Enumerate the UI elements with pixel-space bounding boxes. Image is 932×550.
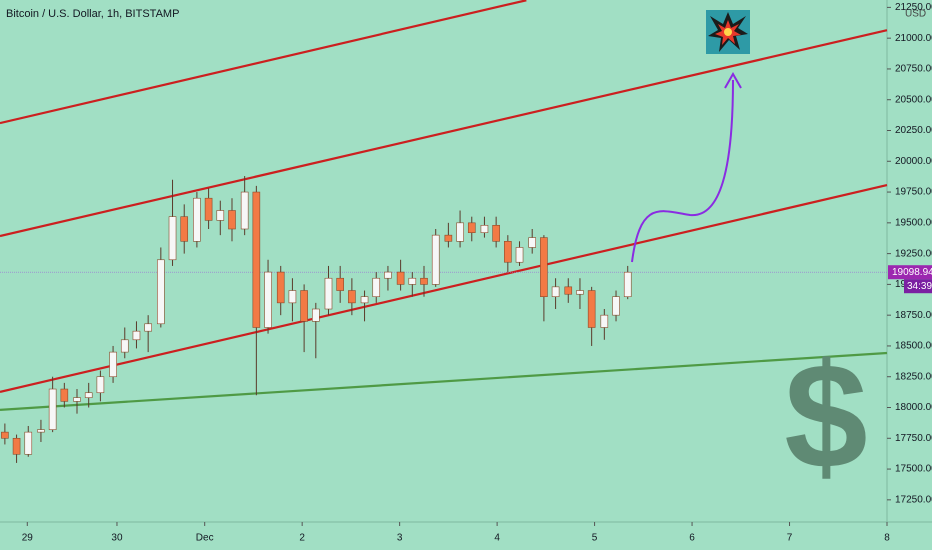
candle-body <box>372 277 381 298</box>
chart-title: Bitcoin / U.S. Dollar, 1h, BITSTAMP <box>6 8 179 20</box>
candle-body <box>612 296 620 316</box>
candle-body <box>456 222 464 242</box>
y-tick-label: 19750.00 <box>895 187 932 198</box>
y-tick-label: 21000.00 <box>895 33 932 44</box>
candle-body <box>576 290 584 295</box>
candle-body <box>551 286 560 298</box>
x-tick-label: 6 <box>689 533 695 544</box>
x-tick-label: 30 <box>111 533 123 544</box>
candle-body <box>240 191 249 230</box>
trend-line <box>0 351 888 411</box>
candle-body <box>504 241 512 263</box>
y-tick-label: 19250.00 <box>895 248 932 259</box>
y-tick-label: 19500.00 <box>895 217 932 228</box>
x-tick-label: Dec <box>196 533 214 544</box>
y-tick-label: 18750.00 <box>895 310 932 321</box>
trend-line <box>0 29 888 238</box>
candle-body <box>1 431 9 439</box>
candle-body <box>420 277 428 285</box>
y-tick-label: 18250.00 <box>895 371 932 382</box>
candle-body <box>60 388 69 402</box>
x-tick-label: 8 <box>884 533 890 544</box>
candle-body <box>216 210 225 221</box>
candle-body <box>312 308 320 322</box>
candle-body <box>276 271 285 304</box>
candle-body <box>193 197 201 242</box>
candle-body <box>515 247 524 263</box>
candle-body <box>384 271 392 279</box>
y-tick-label: 20750.00 <box>895 64 932 75</box>
candle-body <box>467 222 476 233</box>
candle-body <box>300 290 308 322</box>
x-tick-label: 3 <box>397 533 403 544</box>
candle-body <box>431 234 440 285</box>
countdown-box <box>904 279 932 294</box>
plot-area <box>0 0 888 463</box>
candle-body <box>348 290 356 304</box>
candle-body <box>73 397 81 402</box>
candle-body <box>204 197 213 221</box>
candle-body <box>336 277 344 291</box>
candle-body <box>528 237 537 248</box>
candle-body <box>623 271 632 298</box>
y-tick-label: 20500.00 <box>895 94 932 105</box>
price-label-box <box>888 265 932 280</box>
x-tick-label: 7 <box>787 533 793 544</box>
candle-body <box>180 216 189 242</box>
candle-body <box>24 431 33 455</box>
arrow-head <box>724 71 742 89</box>
dollar-sticker: $ <box>784 332 867 500</box>
y-tick-label: 17250.00 <box>895 494 932 505</box>
candle-body <box>480 224 489 233</box>
y-tick-label: 18500.00 <box>895 341 932 352</box>
candle-body <box>157 259 165 325</box>
candle-body <box>120 339 129 353</box>
candle-body <box>396 271 405 285</box>
candle-body <box>84 392 93 398</box>
y-tick-label: 20250.00 <box>895 125 932 136</box>
candle-body <box>492 224 500 242</box>
candle-body <box>324 277 333 310</box>
candle-body <box>264 271 272 328</box>
candle-body <box>408 277 417 285</box>
currency: USD <box>905 9 926 20</box>
candle-body <box>48 388 57 430</box>
candle-body <box>600 314 609 328</box>
candle-body <box>360 296 369 304</box>
y-tick-label: 18000.00 <box>895 402 932 413</box>
explosion-icon <box>706 10 750 54</box>
candle-body <box>132 330 141 341</box>
x-tick-label: 5 <box>592 533 598 544</box>
candle-body <box>12 437 21 455</box>
y-tick-label: 21250.00 <box>895 2 932 13</box>
candle-body <box>144 323 152 332</box>
countdown: 34:39 <box>907 281 932 292</box>
candle-body <box>168 216 177 261</box>
candle-body <box>564 286 573 295</box>
candle-body <box>252 191 261 328</box>
candle-body <box>37 429 45 433</box>
x-tick-label: 2 <box>299 533 305 544</box>
candle-body <box>109 351 117 378</box>
candle-body <box>228 210 236 230</box>
x-tick-label: 4 <box>494 533 500 544</box>
y-tick-label: 17500.00 <box>895 464 932 475</box>
y-tick-label: 20000.00 <box>895 156 932 167</box>
candle-body <box>444 234 453 242</box>
y-tick-label: 17750.00 <box>895 433 932 444</box>
trend-line <box>0 183 888 393</box>
candle-body <box>587 290 596 328</box>
price-label: 19098.94 <box>892 267 932 278</box>
candle-body <box>288 290 297 304</box>
trend-line <box>0 0 527 125</box>
x-tick-label: 29 <box>22 533 34 544</box>
candle-body <box>96 376 105 394</box>
forecast-arrow <box>631 79 734 263</box>
candle-body <box>540 237 548 298</box>
